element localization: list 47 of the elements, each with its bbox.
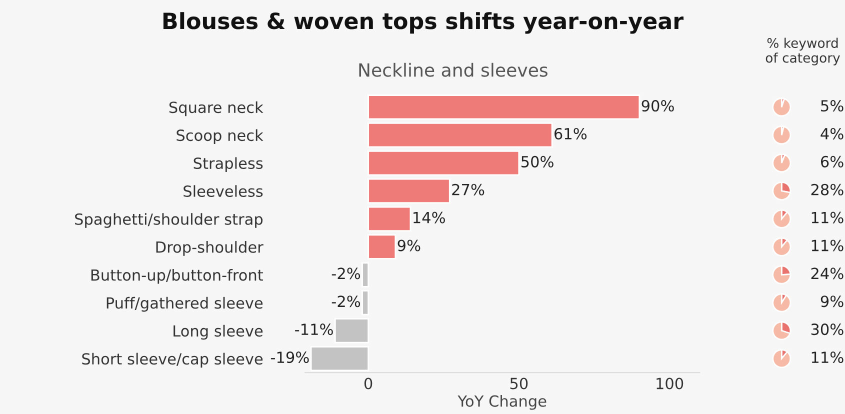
data-label: 9% bbox=[820, 296, 844, 308]
x-axis-title: YoY Change bbox=[458, 395, 546, 410]
data-label: -11% bbox=[295, 324, 333, 336]
data-label: 30% bbox=[811, 324, 844, 336]
data-label: 90% bbox=[642, 100, 674, 112]
x-tick-label: 50 bbox=[510, 378, 528, 390]
y-tick-label: Long sleeve bbox=[174, 324, 263, 340]
x-tick-label: 100 bbox=[656, 378, 684, 390]
data-label: 5% bbox=[821, 100, 844, 112]
text: % keyword of category bbox=[766, 38, 840, 66]
data-label: 9% bbox=[398, 240, 420, 252]
data-label: -19% bbox=[270, 352, 309, 364]
chart-title: Blouses & woven tops shifts year-on-year bbox=[163, 12, 684, 34]
data-label: 14% bbox=[414, 212, 445, 224]
y-tick-label: Drop-shoulder bbox=[156, 241, 264, 256]
bar bbox=[368, 122, 553, 148]
data-label: 28% bbox=[811, 184, 844, 196]
y-tick-label: Strapless bbox=[194, 157, 263, 172]
bar bbox=[334, 318, 369, 344]
bar bbox=[362, 262, 369, 288]
data-label: 4% bbox=[820, 128, 844, 140]
x-tick-label: 0 bbox=[364, 378, 372, 390]
bar bbox=[362, 290, 369, 316]
data-label: 27% bbox=[452, 184, 484, 196]
bar bbox=[368, 178, 450, 204]
bar bbox=[310, 346, 369, 372]
bar bbox=[368, 234, 396, 260]
y-tick-label: Puff/gathered sleeve bbox=[106, 296, 263, 312]
bar bbox=[368, 94, 640, 120]
data-label: 24% bbox=[811, 268, 844, 280]
bar bbox=[368, 206, 412, 232]
data-label: 11% bbox=[812, 352, 844, 364]
y-tick-label: Scoop neck bbox=[176, 129, 264, 144]
data-label: -2% bbox=[332, 268, 360, 280]
data-label: 50% bbox=[521, 156, 554, 168]
y-tick-label: Square neck bbox=[169, 101, 264, 116]
data-label: 61% bbox=[554, 128, 587, 140]
data-label: -2% bbox=[332, 296, 360, 308]
data-label: 11% bbox=[812, 240, 844, 252]
bar bbox=[368, 150, 520, 176]
y-tick-label: Sleeveless bbox=[184, 185, 263, 197]
y-tick-label: Spaghetti/shoulder strap bbox=[75, 213, 263, 228]
y-tick-label: Short sleeve/cap sleeve bbox=[82, 352, 263, 368]
data-label: 6% bbox=[820, 156, 844, 168]
y-tick-label: Button-up/button-front bbox=[91, 268, 264, 284]
chart-subtitle: Neckline and sleeves bbox=[359, 62, 548, 77]
data-label: 11% bbox=[812, 212, 844, 224]
